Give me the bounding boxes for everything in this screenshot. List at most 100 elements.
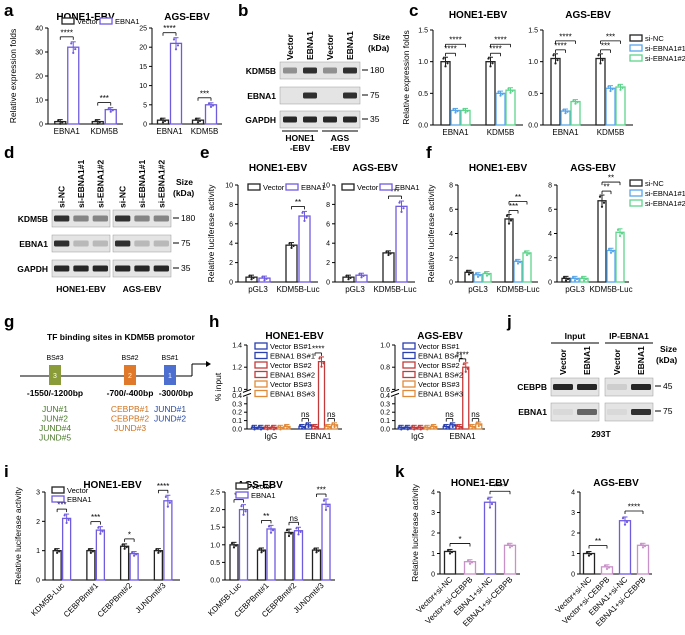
data-point <box>447 426 450 429</box>
significance-label: ** <box>608 174 614 183</box>
data-point <box>445 427 448 430</box>
data-point <box>250 278 253 281</box>
group-label: AGS <box>331 133 350 143</box>
data-point <box>507 222 511 225</box>
data-point <box>516 262 520 265</box>
blot-band <box>343 92 357 99</box>
y-tick-label: 6 <box>229 221 233 228</box>
legend-swatch <box>629 199 643 207</box>
data-point <box>65 521 68 525</box>
data-point <box>582 279 586 282</box>
binding-site-number: 3 <box>53 373 57 380</box>
data-point <box>510 544 514 548</box>
legend-swatch <box>247 183 261 191</box>
y-tick-label: 1 <box>36 548 40 555</box>
data-point <box>230 541 234 545</box>
blot-band <box>54 240 70 247</box>
data-point <box>474 272 478 275</box>
data-point <box>511 89 514 93</box>
y-tick-label: 10 <box>322 183 330 190</box>
significance-label: *** <box>100 94 109 103</box>
data-point <box>609 251 613 254</box>
y-tick-label: 1 <box>571 551 575 558</box>
binding-site-number: 1 <box>168 373 172 380</box>
data-point <box>277 424 280 428</box>
y-tick-label: 15 <box>139 64 147 71</box>
x-tick-label: pGL3 <box>468 285 488 294</box>
data-point <box>70 42 73 45</box>
data-point <box>157 551 160 554</box>
x-tick-label: JUNDmt#3 <box>134 581 168 615</box>
data-point <box>267 525 271 528</box>
legend-swatch <box>235 491 249 499</box>
data-point <box>290 246 293 249</box>
panel-d: si-NC si-EBNA1#1 si-EBNA1#2 si-NC si-EBNA1#1… <box>17 160 195 294</box>
y-tick-label: 0.5 <box>210 560 220 567</box>
y-tick-label: 4 <box>229 241 233 248</box>
data-point <box>257 424 261 428</box>
chart-k1: 0 1 2 3 4 HONE1-EBV Relative luciferase activi… <box>410 478 520 628</box>
data-point <box>198 119 202 122</box>
x-tick-label: pGL3 <box>345 285 365 294</box>
lane-label: EBNA1 <box>582 346 592 375</box>
bar-si-ebna1-1 <box>495 92 506 126</box>
bar-si-nc <box>440 61 451 126</box>
legend-label: Vector BS#3 <box>270 380 312 389</box>
significance-label: **** <box>494 483 506 492</box>
blot-band <box>92 240 108 247</box>
y-tick-label: 1.0 <box>528 59 538 66</box>
x-tick-label: KDM5B <box>597 128 625 137</box>
tss-arrow-head <box>206 361 211 367</box>
data-point <box>305 422 308 425</box>
data-point <box>271 529 275 532</box>
y-axis-label: % input <box>213 372 223 401</box>
panel-label-g: g <box>4 312 14 331</box>
bar-vector <box>285 244 298 283</box>
size-value: 35 <box>370 114 380 124</box>
legend-swatch <box>254 351 268 360</box>
axis-break <box>390 388 400 393</box>
data-point <box>301 211 304 214</box>
data-point <box>641 546 645 549</box>
legend-swatch <box>402 361 416 369</box>
data-point <box>161 121 165 124</box>
data-point <box>527 252 531 255</box>
x-tick-label: KDM5B-Luc <box>496 285 539 294</box>
data-point <box>309 424 312 427</box>
x-tick-label: KDM5B-Luc <box>373 285 416 294</box>
data-point <box>585 551 589 554</box>
data-point <box>466 367 469 370</box>
data-point <box>159 117 163 120</box>
legend-swatch <box>402 389 416 398</box>
tf-name: JUND#1 <box>154 404 186 414</box>
data-point <box>415 426 418 430</box>
data-point <box>54 548 57 551</box>
legend-swatch <box>285 183 299 191</box>
y-tick-label: 1.5 <box>418 28 428 35</box>
legend-label: EBNA1 <box>67 495 92 504</box>
y-tick-label: 8 <box>326 202 330 209</box>
data-point <box>89 551 92 554</box>
data-point <box>514 258 518 262</box>
data-point <box>452 107 455 111</box>
data-point <box>601 59 604 62</box>
data-point <box>347 278 350 281</box>
data-point <box>268 426 271 430</box>
bar-si-ebna1-2 <box>522 252 532 283</box>
data-point <box>398 201 401 204</box>
data-point <box>302 426 306 429</box>
data-point <box>99 532 102 535</box>
significance-label: *** <box>390 188 399 197</box>
row-label: KDM5B <box>18 214 48 224</box>
size-value: 180 <box>370 65 384 75</box>
y-tick-label: 1 <box>431 551 435 558</box>
x-tick-label: KDM5B <box>90 127 118 136</box>
bar-ebna1-bs-2 <box>462 366 470 430</box>
y-tick-label: 2 <box>431 531 435 538</box>
data-point <box>101 530 104 533</box>
bar-vector <box>153 550 164 581</box>
significance-label: *** <box>57 501 66 510</box>
y-tick-label: 0 <box>449 280 453 287</box>
panel-label-d: d <box>4 143 14 162</box>
lane-label: si-NC <box>57 186 67 208</box>
